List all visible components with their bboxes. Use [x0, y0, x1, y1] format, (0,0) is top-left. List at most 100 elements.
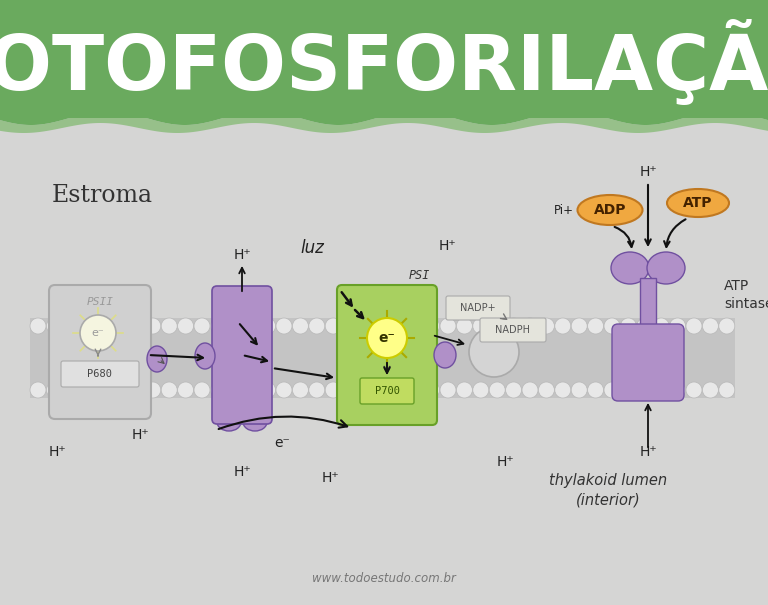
- Text: H⁺: H⁺: [131, 428, 149, 442]
- Text: Pi+: Pi+: [554, 203, 574, 217]
- Ellipse shape: [611, 252, 649, 284]
- Circle shape: [637, 318, 653, 334]
- FancyBboxPatch shape: [612, 324, 684, 401]
- Circle shape: [79, 318, 95, 334]
- Bar: [30, 318, 735, 398]
- Text: P680: P680: [88, 369, 112, 379]
- Circle shape: [309, 382, 325, 398]
- Text: e⁻: e⁻: [274, 436, 290, 450]
- Text: H⁺: H⁺: [321, 471, 339, 485]
- Ellipse shape: [647, 252, 685, 284]
- Circle shape: [703, 382, 718, 398]
- Circle shape: [325, 318, 341, 334]
- Circle shape: [522, 318, 538, 334]
- Circle shape: [161, 318, 177, 334]
- Circle shape: [719, 382, 735, 398]
- Circle shape: [538, 382, 554, 398]
- Circle shape: [374, 318, 390, 334]
- Text: H⁺: H⁺: [439, 239, 456, 253]
- Circle shape: [63, 318, 79, 334]
- Circle shape: [621, 382, 637, 398]
- Text: FOTOFOSFORILAÇÃO: FOTOFOSFORILAÇÃO: [0, 20, 768, 106]
- Circle shape: [95, 382, 111, 398]
- Circle shape: [30, 382, 46, 398]
- Circle shape: [686, 318, 702, 334]
- Ellipse shape: [434, 342, 456, 368]
- Circle shape: [686, 382, 702, 398]
- Circle shape: [177, 382, 194, 398]
- Circle shape: [177, 318, 194, 334]
- Circle shape: [391, 382, 407, 398]
- Bar: [0, 0, 768, 118]
- Circle shape: [604, 318, 620, 334]
- Circle shape: [440, 318, 456, 334]
- FancyBboxPatch shape: [212, 286, 272, 424]
- Circle shape: [489, 318, 505, 334]
- Circle shape: [276, 382, 292, 398]
- Circle shape: [128, 318, 144, 334]
- Circle shape: [227, 382, 243, 398]
- Circle shape: [489, 382, 505, 398]
- Circle shape: [194, 318, 210, 334]
- Text: PSII: PSII: [87, 297, 114, 307]
- Text: ADP: ADP: [594, 203, 626, 217]
- Text: NADPH: NADPH: [495, 325, 531, 335]
- Circle shape: [260, 382, 276, 398]
- Circle shape: [440, 382, 456, 398]
- Text: P700: P700: [375, 386, 399, 396]
- Circle shape: [145, 318, 161, 334]
- Text: PSI: PSI: [409, 269, 430, 282]
- Text: H⁺: H⁺: [496, 455, 514, 469]
- Ellipse shape: [195, 343, 215, 369]
- Polygon shape: [0, 111, 768, 133]
- Circle shape: [210, 318, 227, 334]
- Circle shape: [325, 382, 341, 398]
- Polygon shape: [0, 0, 768, 127]
- Circle shape: [391, 318, 407, 334]
- Circle shape: [424, 318, 439, 334]
- Circle shape: [128, 382, 144, 398]
- Circle shape: [407, 382, 423, 398]
- Text: ATP
sintase: ATP sintase: [724, 279, 768, 311]
- Circle shape: [194, 382, 210, 398]
- Text: H⁺: H⁺: [639, 445, 657, 459]
- Text: ATP: ATP: [684, 196, 713, 210]
- Circle shape: [358, 318, 374, 334]
- Circle shape: [554, 382, 571, 398]
- FancyBboxPatch shape: [480, 318, 546, 342]
- Ellipse shape: [578, 195, 643, 225]
- Circle shape: [456, 382, 472, 398]
- Circle shape: [654, 382, 669, 398]
- Text: Estroma: Estroma: [52, 185, 153, 208]
- Circle shape: [670, 318, 686, 334]
- Circle shape: [505, 318, 521, 334]
- Circle shape: [46, 382, 62, 398]
- Text: luz: luz: [300, 239, 324, 257]
- Circle shape: [161, 382, 177, 398]
- Circle shape: [145, 382, 161, 398]
- Circle shape: [293, 318, 309, 334]
- Circle shape: [424, 382, 439, 398]
- Text: e⁻: e⁻: [379, 331, 396, 345]
- Circle shape: [46, 318, 62, 334]
- Circle shape: [358, 382, 374, 398]
- Circle shape: [505, 382, 521, 398]
- Circle shape: [588, 382, 604, 398]
- Text: H⁺: H⁺: [639, 165, 657, 179]
- Circle shape: [63, 382, 79, 398]
- Ellipse shape: [217, 413, 241, 431]
- Circle shape: [473, 382, 488, 398]
- Text: (interior): (interior): [576, 492, 641, 508]
- Text: www.todoestudo.com.br: www.todoestudo.com.br: [312, 572, 456, 584]
- Circle shape: [571, 382, 588, 398]
- Circle shape: [309, 318, 325, 334]
- Text: NADP+: NADP+: [460, 303, 496, 313]
- FancyBboxPatch shape: [61, 361, 139, 387]
- Circle shape: [473, 318, 488, 334]
- Text: H⁺: H⁺: [48, 445, 66, 459]
- Text: H⁺: H⁺: [233, 248, 251, 262]
- Circle shape: [554, 318, 571, 334]
- Circle shape: [95, 318, 111, 334]
- Circle shape: [30, 318, 46, 334]
- Circle shape: [243, 318, 260, 334]
